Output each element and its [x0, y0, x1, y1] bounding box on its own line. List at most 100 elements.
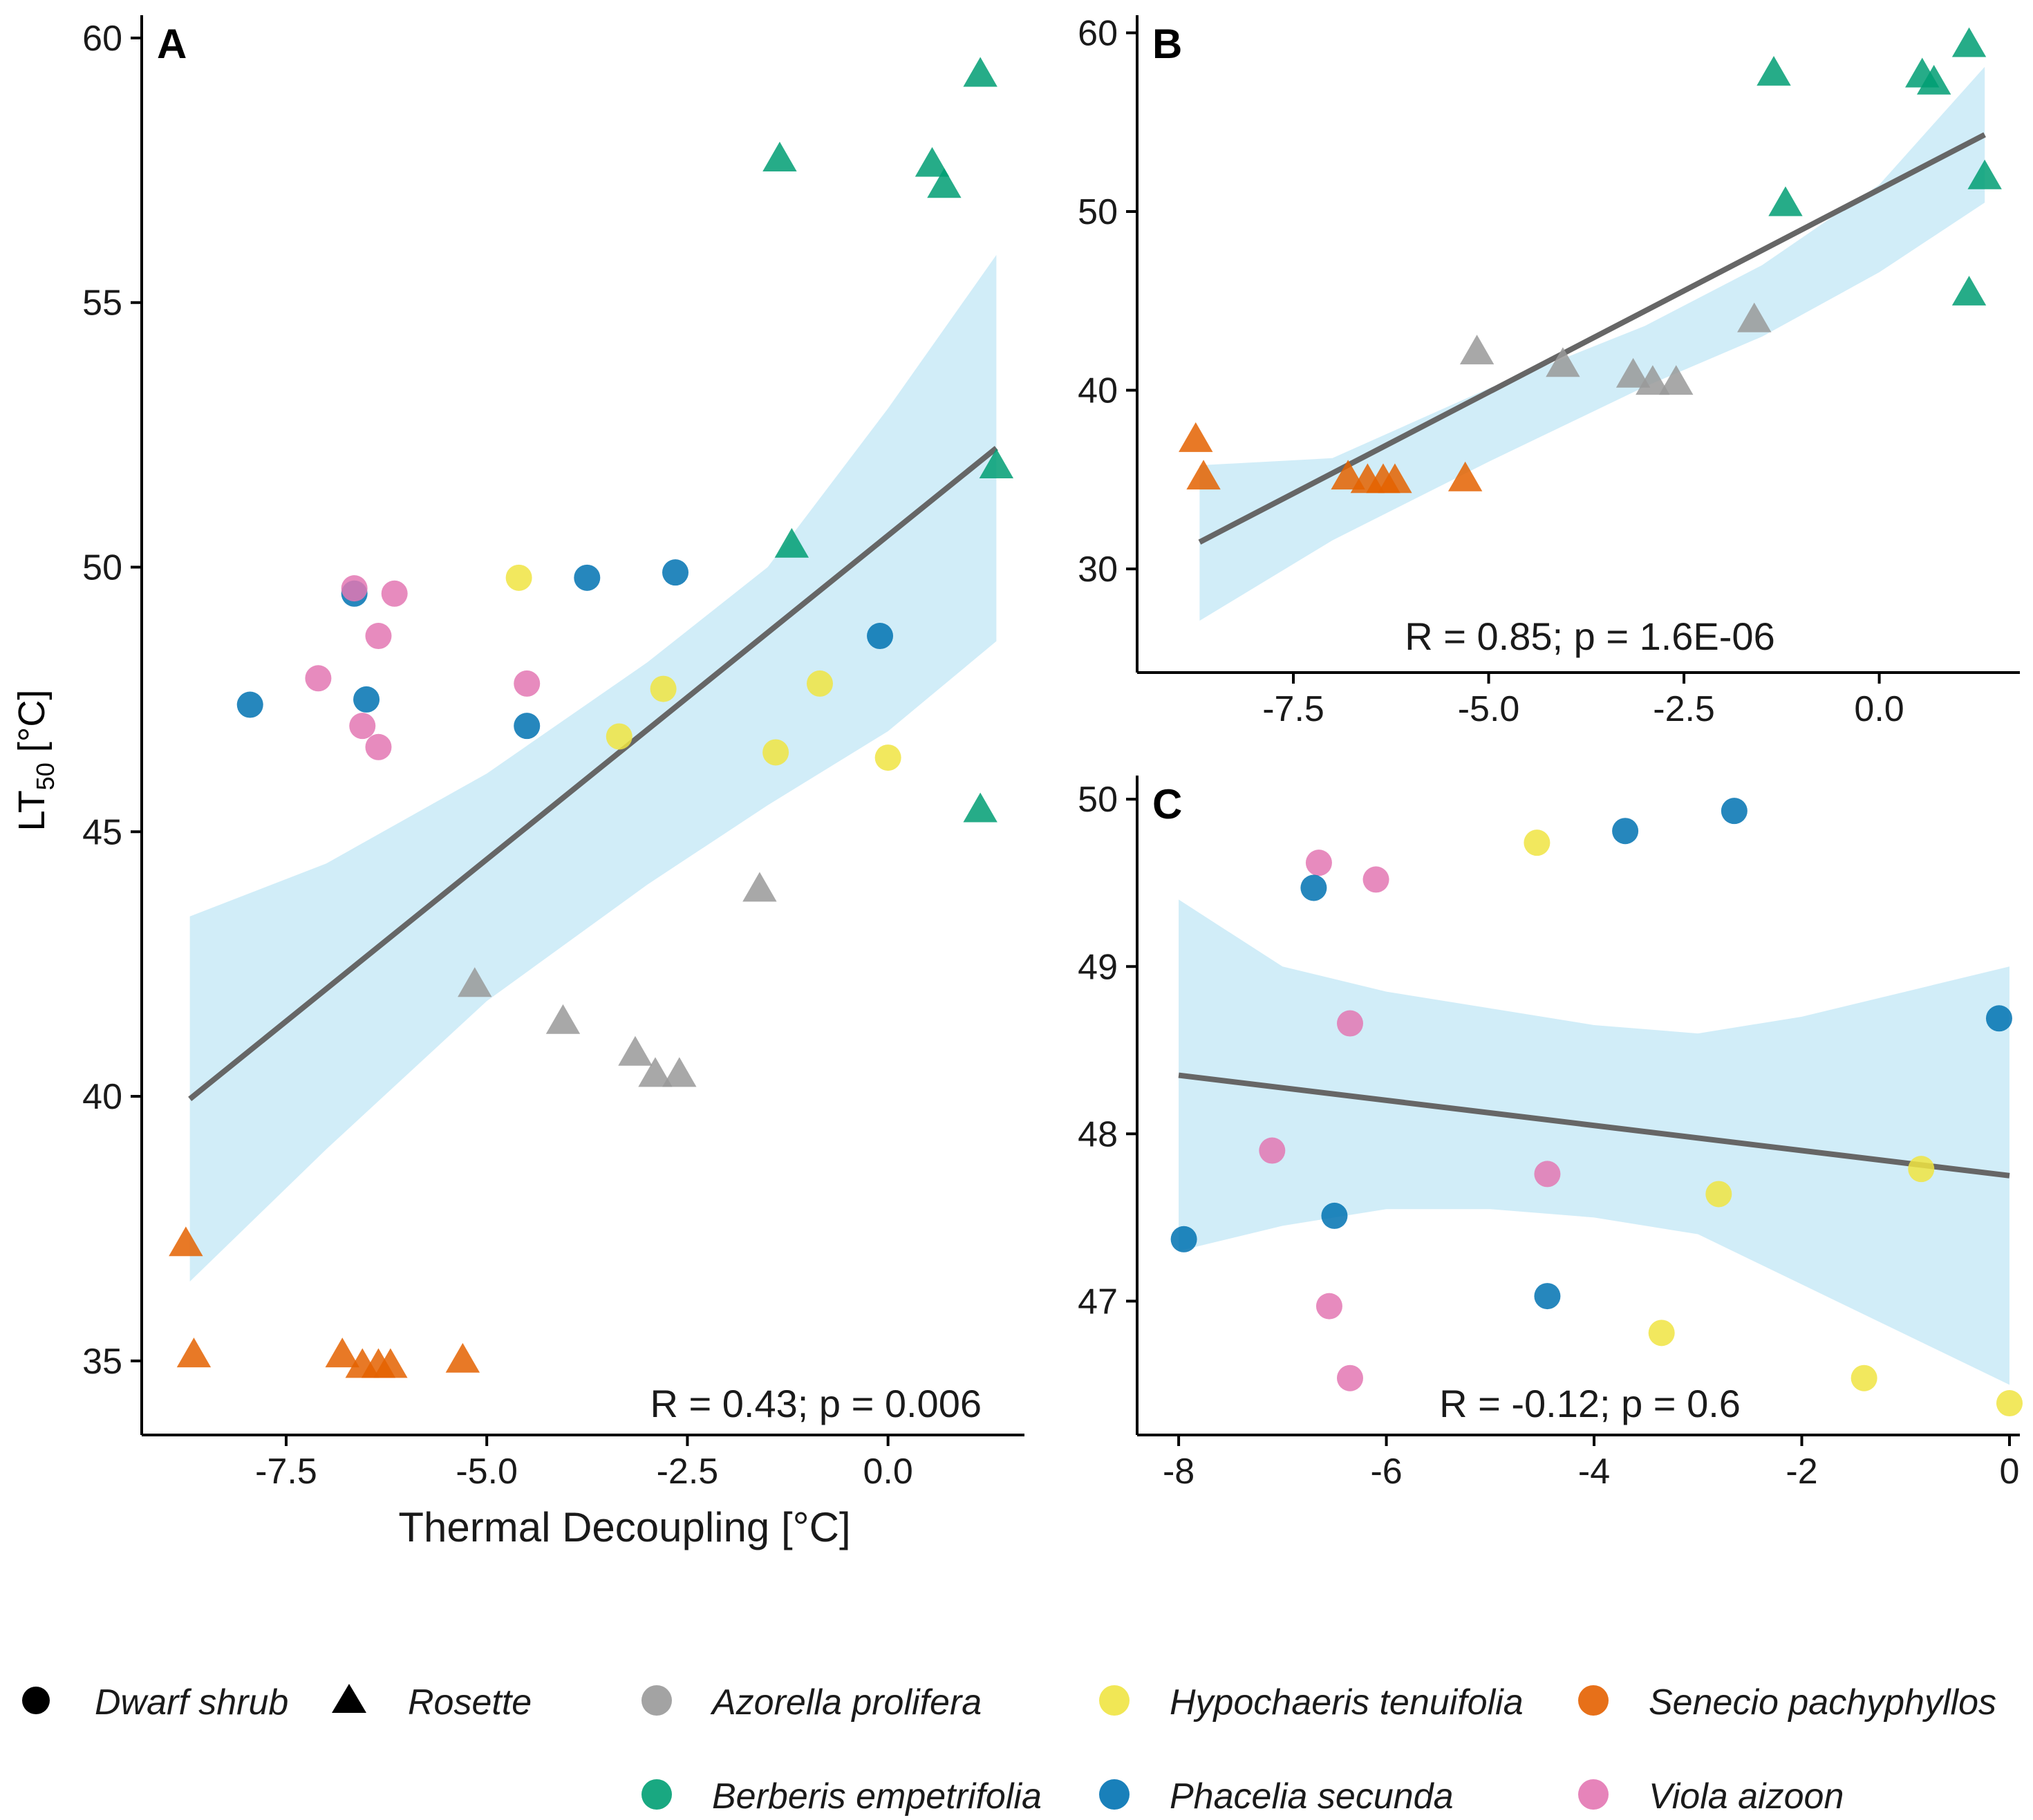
x-tick-label: -7.5 [255, 1452, 317, 1492]
point-circle-hypochaeris-tenuifolia [650, 675, 677, 702]
point-circle-viola-aizoon [1259, 1137, 1286, 1164]
point-circle-hypochaeris-tenuifolia [606, 723, 633, 750]
regression-line [1198, 132, 1986, 545]
legend-label-senecio-pachyphyllos: Senecio pachyphyllos [1649, 1682, 1996, 1723]
confidence-band [189, 254, 997, 1282]
point-circle-phacelia-secunda [574, 564, 601, 591]
point-triangle-azorella-prolifera [1615, 357, 1651, 388]
regression-line [1178, 1072, 2010, 1179]
legend-label-phacelia-secunda: Phacelia secunda [1170, 1776, 1454, 1817]
point-circle-viola-aizoon [341, 575, 368, 602]
point-triangle-senecio-pachyphyllos [445, 1342, 480, 1373]
point-circle-viola-aizoon [1534, 1161, 1561, 1188]
confidence-band [1199, 66, 1985, 621]
y-tick-label: 48 [1078, 1114, 1118, 1154]
y-tick-label: 60 [82, 19, 122, 59]
point-triangle-azorella-prolifera [1459, 335, 1495, 365]
point-circle-viola-aizoon [1362, 866, 1389, 893]
point-triangle-senecio-pachyphyllos [1186, 460, 1221, 490]
legend-triangle-icon [332, 1684, 366, 1713]
y-tick-label: 50 [1078, 192, 1118, 232]
y-tick-label: 50 [82, 548, 122, 588]
x-tick-label: 0.0 [863, 1452, 912, 1492]
point-triangle-berberis-empetrifolia [979, 449, 1014, 478]
point-circle-hypochaeris-tenuifolia [1851, 1364, 1877, 1391]
point-circle-hypochaeris-tenuifolia [1648, 1320, 1675, 1347]
y-tick-label: 35 [82, 1342, 122, 1382]
point-circle-phacelia-secunda [662, 559, 689, 586]
legend-swatch-hypochaeris-tenuifolia [1099, 1685, 1130, 1716]
point-circle-viola-aizoon [514, 670, 541, 697]
point-triangle-berberis-empetrifolia [963, 57, 997, 87]
point-circle-hypochaeris-tenuifolia [1705, 1181, 1732, 1208]
point-triangle-berberis-empetrifolia [1967, 159, 2002, 189]
point-triangle-senecio-pachyphyllos [1179, 422, 1213, 452]
x-tick-label: -4 [1578, 1452, 1610, 1492]
point-circle-phacelia-secunda [1170, 1226, 1197, 1253]
y-tick-label: 50 [1078, 780, 1118, 820]
point-circle-phacelia-secunda [1321, 1202, 1348, 1229]
y-tick-label: 55 [82, 283, 122, 323]
point-triangle-berberis-empetrifolia [963, 792, 997, 823]
point-circle-viola-aizoon [365, 733, 392, 760]
point-triangle-azorella-prolifera [1659, 365, 1694, 395]
point-circle-phacelia-secunda [867, 623, 894, 650]
point-circle-phacelia-secunda [1721, 798, 1748, 825]
point-triangle-azorella-prolifera [545, 1004, 581, 1034]
point-triangle-berberis-empetrifolia [1951, 275, 1987, 306]
legend-swatch-azorella-prolifera [641, 1685, 672, 1716]
panel-label: B [1152, 21, 1182, 67]
panel-c: -8 -6 -4 -2 0 47 48 49 50 C R = -0.12; p = 0.6 [1078, 776, 2023, 1492]
point-circle-viola-aizoon [1336, 1010, 1363, 1037]
point-triangle-azorella-prolifera [458, 967, 492, 997]
legend-swatch-viola-aizoon [1578, 1779, 1609, 1810]
y-tick-label: 47 [1078, 1282, 1118, 1322]
y-axis-title: LT50 [°C] [11, 690, 59, 832]
point-triangle-azorella-prolifera [1546, 347, 1580, 377]
point-circle-phacelia-secunda [514, 713, 541, 740]
legend-label-azorella-prolifera: Azorella prolifera [710, 1682, 982, 1723]
point-triangle-senecio-pachyphyllos [325, 1338, 359, 1368]
point-triangle-senecio-pachyphyllos [169, 1226, 203, 1257]
x-tick-label: -7.5 [1262, 689, 1324, 729]
point-circle-phacelia-secunda [1612, 818, 1639, 845]
y-tick-label: 60 [1078, 14, 1118, 54]
point-triangle-senecio-pachyphyllos [1331, 460, 1365, 490]
x-tick-label: -5.0 [1458, 689, 1520, 729]
stats-annotation: R = 0.43; p = 0.006 [650, 1382, 982, 1425]
stats-annotation: R = 0.85; p = 1.6E-06 [1405, 615, 1774, 658]
x-tick-label: -5.0 [456, 1452, 518, 1492]
point-circle-hypochaeris-tenuifolia [806, 670, 833, 697]
point-circle-viola-aizoon [349, 713, 376, 740]
x-tick-label: -2.5 [1653, 689, 1715, 729]
regression-line [188, 446, 998, 1101]
x-tick-label: -6 [1370, 1452, 1402, 1492]
point-triangle-azorella-prolifera [1636, 365, 1670, 395]
point-circle-phacelia-secunda [1534, 1283, 1561, 1310]
point-circle-phacelia-secunda [1300, 874, 1327, 901]
point-circle-phacelia-secunda [353, 686, 380, 713]
x-tick-label: 0 [2000, 1452, 2020, 1492]
legend-label-viola-aizoon: Viola aizoon [1649, 1776, 1844, 1817]
point-circle-hypochaeris-tenuifolia [1996, 1390, 2023, 1417]
legend-swatch-berberis-empetrifolia [641, 1779, 672, 1810]
y-tick-label: 30 [1078, 550, 1118, 590]
point-triangle-azorella-prolifera [662, 1057, 697, 1087]
y-tick-label: 45 [82, 812, 122, 852]
point-triangle-berberis-empetrifolia [1756, 55, 1791, 86]
point-triangle-senecio-pachyphyllos [1448, 461, 1483, 491]
point-triangle-senecio-pachyphyllos [373, 1348, 408, 1378]
x-tick-label: -2 [1786, 1452, 1817, 1492]
legend-circle-icon [22, 1687, 50, 1714]
point-triangle-azorella-prolifera [742, 872, 777, 902]
point-circle-viola-aizoon [1336, 1364, 1363, 1391]
point-circle-viola-aizoon [1315, 1293, 1342, 1320]
point-circle-phacelia-secunda [1985, 1005, 2012, 1032]
legend-swatch-senecio-pachyphyllos [1578, 1685, 1609, 1716]
legend-label-rosette: Rosette [408, 1682, 532, 1723]
point-triangle-azorella-prolifera [1737, 302, 1772, 332]
panel-label: A [157, 21, 187, 67]
y-tick-label: 40 [82, 1077, 122, 1117]
legend-label-berberis-empetrifolia: Berberis empetrifolia [712, 1776, 1042, 1817]
point-circle-viola-aizoon [365, 623, 392, 650]
